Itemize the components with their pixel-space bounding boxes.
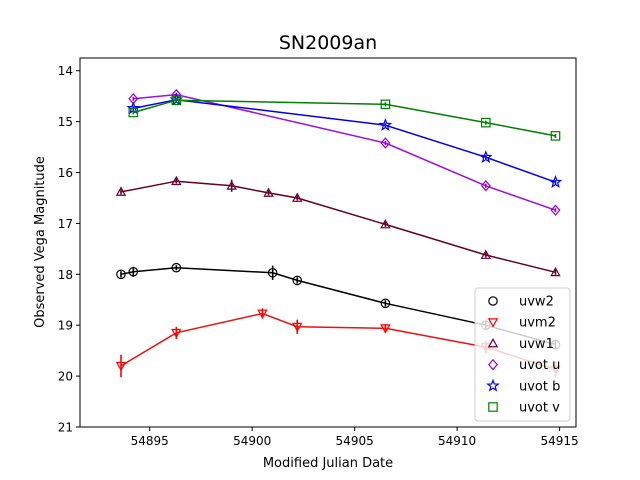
series-line <box>120 266 556 346</box>
data-point <box>115 361 127 372</box>
data-point <box>550 204 561 216</box>
y-axis-label: Observed Vega Magnitude <box>33 156 48 328</box>
legend-marker <box>488 296 498 306</box>
data-point <box>171 328 182 339</box>
data-point <box>292 275 303 286</box>
data-point <box>480 180 491 192</box>
y-tick-label: 19 <box>58 319 73 333</box>
legend-label: uvot v <box>519 401 560 416</box>
series-uvot-b <box>126 92 563 188</box>
data-point <box>116 269 126 280</box>
data-point <box>479 150 493 164</box>
data-point <box>378 118 393 131</box>
y-tick-label: 18 <box>58 268 73 282</box>
data-point <box>550 266 561 277</box>
data-point <box>171 262 182 273</box>
x-axis-label: Modified Julian Date <box>263 456 393 471</box>
y-tick-label: 21 <box>58 421 73 435</box>
data-point <box>380 324 391 334</box>
chart-title: SN2009an <box>279 32 377 54</box>
x-tick-label: 54915 <box>541 434 579 448</box>
legend: uvw2 uvm2 uvw1 uvot u uvot b uvot v <box>474 287 571 422</box>
data-point <box>380 298 391 309</box>
y-tick-label: 16 <box>58 166 73 180</box>
data-point <box>480 249 492 259</box>
legend-label: uvw1 <box>519 337 554 352</box>
data-point <box>263 187 274 197</box>
legend-box <box>474 287 571 422</box>
data-point <box>128 107 139 118</box>
data-point <box>257 309 268 319</box>
series-line <box>133 93 556 211</box>
y-axis-ticks: 14 15 16 17 18 19 20 21 <box>58 64 80 435</box>
data-point <box>115 186 127 196</box>
x-tick-label: 54900 <box>233 434 271 448</box>
data-point <box>292 322 303 333</box>
x-tick-label: 54905 <box>336 434 374 448</box>
data-point <box>226 180 237 190</box>
legend-marker <box>487 337 499 348</box>
series-line <box>133 99 556 137</box>
y-tick-label: 14 <box>58 64 73 78</box>
series-uvw1 <box>115 175 561 277</box>
series-line <box>133 98 556 183</box>
data-point <box>171 175 182 186</box>
series-uvot-v <box>128 95 561 141</box>
legend-marker <box>488 358 498 371</box>
data-point <box>548 175 563 188</box>
y-tick-label: 15 <box>58 115 73 129</box>
data-point <box>267 267 278 278</box>
series-line <box>120 180 556 274</box>
legend-marker <box>487 318 499 328</box>
series-uvot-u <box>128 88 561 216</box>
legend-label: uvot u <box>519 358 560 373</box>
data-point <box>380 218 391 229</box>
legend-label: uvw2 <box>519 295 554 310</box>
x-tick-label: 54895 <box>131 434 169 448</box>
y-tick-label: 17 <box>58 217 73 231</box>
data-point <box>292 192 303 202</box>
legend-label: uvot b <box>519 379 560 394</box>
plot-frame <box>79 57 577 428</box>
data-point <box>380 99 391 110</box>
data-point <box>380 137 391 149</box>
x-tick-label: 54910 <box>438 434 476 448</box>
plot-content <box>115 88 563 378</box>
legend-label: uvm2 <box>519 316 556 331</box>
data-point <box>128 266 139 277</box>
x-axis-ticks: 54895 54900 54905 54910 54915 <box>131 427 579 448</box>
y-tick-label: 20 <box>58 370 73 384</box>
data-point <box>171 95 182 106</box>
legend-marker <box>488 402 498 412</box>
data-point <box>481 117 491 128</box>
legend-marker <box>486 378 500 392</box>
data-point <box>550 131 561 141</box>
